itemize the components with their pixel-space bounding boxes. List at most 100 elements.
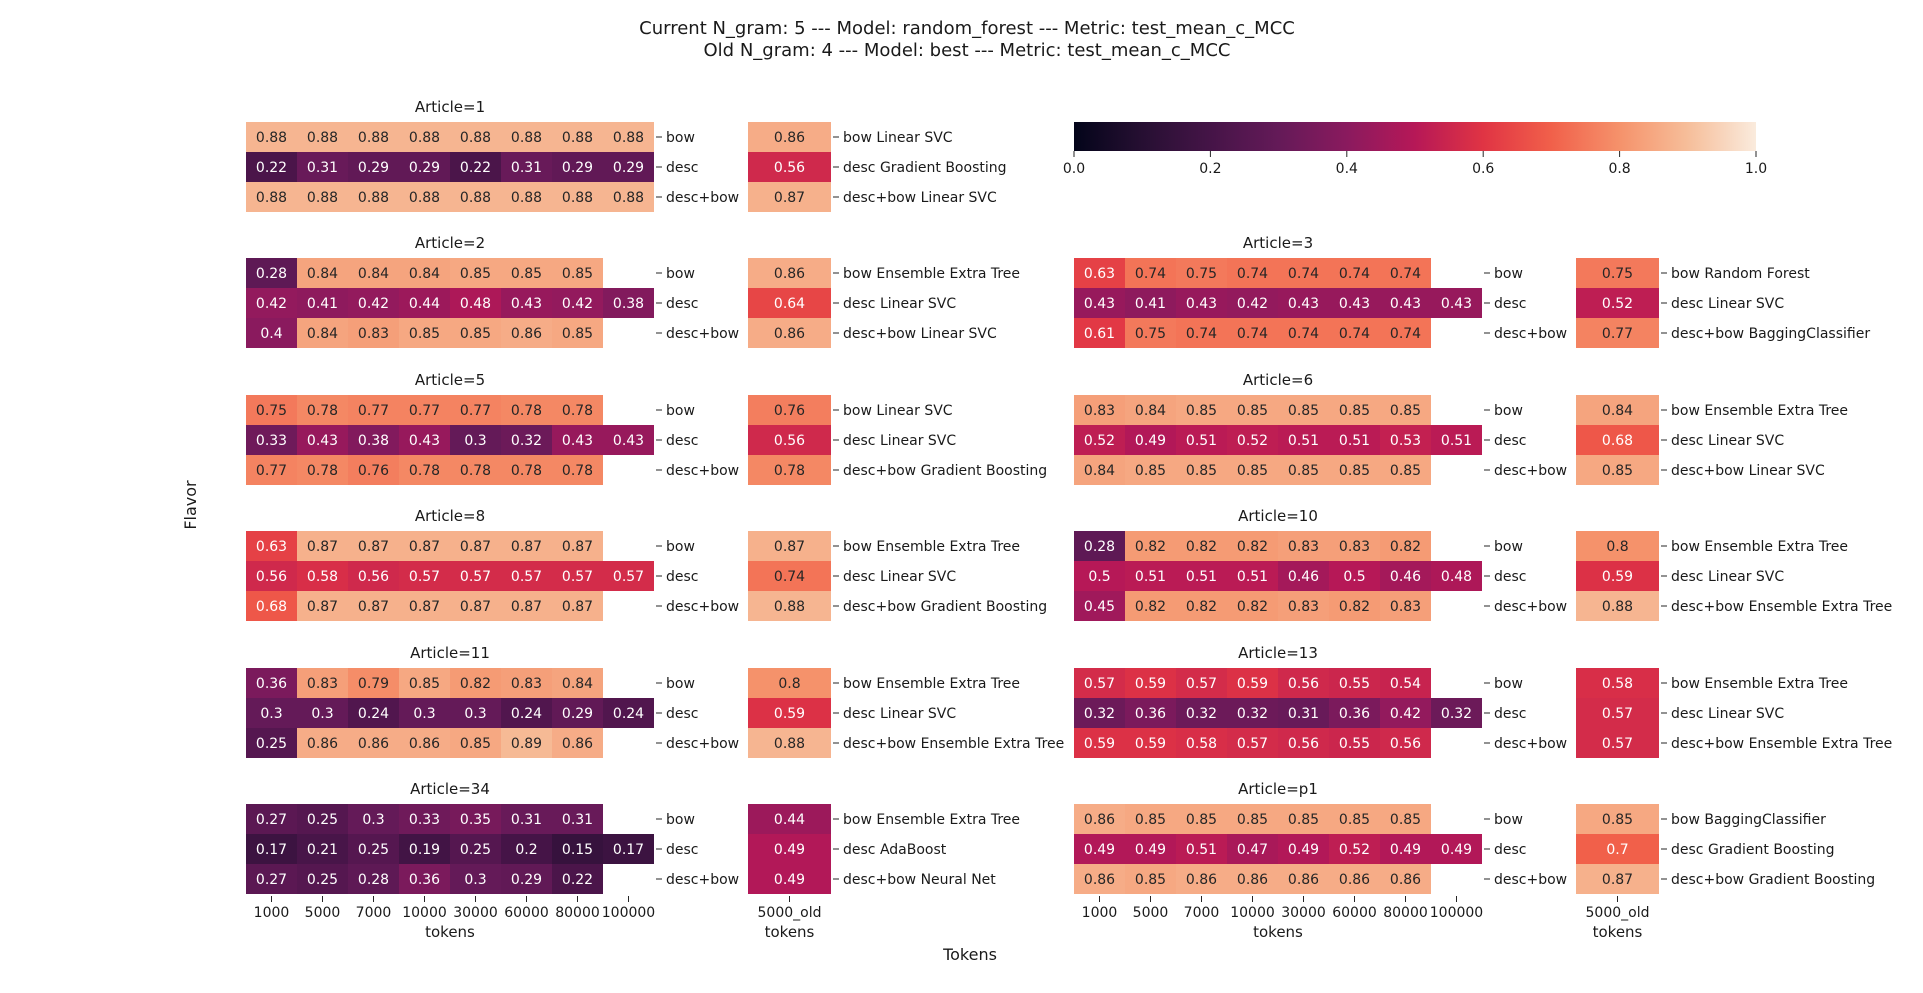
cell-value-label: 0.86 — [1237, 872, 1268, 888]
old-heatmap-cell — [748, 182, 831, 212]
old-row-tick-label: bow Linear SVC — [843, 403, 953, 419]
cell-value-label: 0.87 — [409, 539, 440, 555]
old-row-tick-label: bow BaggingClassifier — [1671, 812, 1826, 828]
heatmap-cell — [399, 864, 450, 894]
row-tick-label: bow — [666, 130, 695, 146]
cell-value-label: 0.55 — [1339, 736, 1370, 752]
heatmap-cell — [501, 698, 552, 728]
old-x-axis-label: tokens — [1593, 923, 1643, 941]
heatmap-cell — [348, 425, 399, 455]
heatmap-cell — [246, 698, 297, 728]
cell-value-label: 0.82 — [1186, 539, 1217, 555]
cell-value-label: 0.53 — [1390, 433, 1421, 449]
heatmap-cell — [246, 804, 297, 834]
cell-value-label: 0.33 — [256, 433, 287, 449]
cell-value-label: 0.51 — [1135, 569, 1166, 585]
cell-value-label: 0.83 — [1084, 403, 1115, 419]
heatmap-cell — [399, 122, 450, 152]
heatmap-cell — [1125, 698, 1176, 728]
heatmap-cell — [552, 804, 603, 834]
heatmap-cell — [1125, 864, 1176, 894]
heatmap-cell — [1227, 864, 1278, 894]
row-tick-label: bow — [666, 676, 695, 692]
heatmap-cell — [348, 318, 399, 348]
old-cell-value-label: 0.49 — [774, 842, 805, 858]
row-tick-label: bow — [1494, 676, 1523, 692]
old-row-tick-label: desc+bow BaggingClassifier — [1671, 326, 1870, 342]
old-cell-value-label: 0.88 — [1602, 599, 1633, 615]
heatmap-cell — [450, 864, 501, 894]
old-cell-value-label: 0.88 — [774, 599, 805, 615]
cell-value-label: 0.83 — [358, 326, 389, 342]
cell-value-label: 0.85 — [409, 676, 440, 692]
cell-value-label: 0.51 — [1288, 433, 1319, 449]
old-cell-value-label: 0.87 — [774, 539, 805, 555]
old-cell-value-label: 0.8 — [778, 676, 800, 692]
cell-value-label: 0.85 — [1390, 463, 1421, 479]
heatmap-cell — [399, 318, 450, 348]
old-heatmap-cell — [748, 122, 831, 152]
heatmap-cell — [1380, 258, 1431, 288]
old-cell-value-label: 0.58 — [1602, 676, 1633, 692]
cell-value-label: 0.78 — [562, 463, 593, 479]
heatmap-cell — [1380, 531, 1431, 561]
cell-value-label: 0.85 — [562, 266, 593, 282]
cell-value-label: 0.89 — [511, 736, 542, 752]
heatmap-cell — [1227, 698, 1278, 728]
cell-value-label: 0.29 — [358, 160, 389, 176]
old-cell-value-label: 0.56 — [774, 433, 805, 449]
heatmap-cell — [552, 455, 603, 485]
cell-value-label: 0.85 — [1237, 403, 1268, 419]
heatmap-cell — [552, 258, 603, 288]
cell-value-label: 0.2 — [515, 842, 537, 858]
cell-value-label: 0.58 — [1186, 736, 1217, 752]
panel-x-axis-label: tokens — [1253, 923, 1303, 941]
cell-value-label: 0.43 — [307, 433, 338, 449]
cell-value-label: 0.82 — [1339, 599, 1370, 615]
cell-value-label: 0.29 — [511, 872, 542, 888]
heatmap-cell — [501, 561, 552, 591]
cell-value-label: 0.78 — [307, 463, 338, 479]
heatmap-cell — [348, 668, 399, 698]
heatmap-cell — [1176, 288, 1227, 318]
cell-value-label: 0.78 — [562, 403, 593, 419]
heatmap-cell — [1125, 804, 1176, 834]
old-heatmap-cell — [748, 561, 831, 591]
heatmap-cell — [1278, 864, 1329, 894]
heatmap-cell — [501, 122, 552, 152]
cell-value-label: 0.86 — [1186, 872, 1217, 888]
cell-value-label: 0.19 — [409, 842, 440, 858]
cell-value-label: 0.38 — [358, 433, 389, 449]
heatmap-cell — [348, 395, 399, 425]
heatmap-cell — [399, 152, 450, 182]
cell-value-label: 0.85 — [1135, 872, 1166, 888]
heatmap-cell — [501, 288, 552, 318]
heatmap-cell — [348, 698, 399, 728]
heatmap-cell — [1227, 591, 1278, 621]
heatmap-cell — [246, 425, 297, 455]
cell-value-label: 0.83 — [1390, 599, 1421, 615]
old-row-tick-label: desc+bow Gradient Boosting — [1671, 872, 1875, 888]
cell-value-label: 0.85 — [460, 736, 491, 752]
heatmap-cell — [1380, 834, 1431, 864]
heatmap-cell — [552, 668, 603, 698]
cell-value-label: 0.87 — [409, 599, 440, 615]
panel-x-axis-label: tokens — [425, 923, 475, 941]
cell-value-label: 0.57 — [613, 569, 644, 585]
heatmap-cell — [1074, 288, 1125, 318]
cell-value-label: 0.36 — [1339, 706, 1370, 722]
cell-value-label: 0.31 — [562, 812, 593, 828]
old-row-tick-label: desc Linear SVC — [843, 706, 956, 722]
heatmap-cell — [1329, 864, 1380, 894]
heatmap-cell — [297, 122, 348, 152]
heatmap-cell — [1176, 425, 1227, 455]
heatmap-cell — [1074, 425, 1125, 455]
colorbar-tick-label: 0.0 — [1063, 161, 1085, 177]
cell-value-label: 0.24 — [511, 706, 542, 722]
heatmap-cell — [450, 728, 501, 758]
old-row-tick-label: desc Linear SVC — [843, 433, 956, 449]
cell-value-label: 0.46 — [1390, 569, 1421, 585]
cell-value-label: 0.83 — [1339, 539, 1370, 555]
cell-value-label: 0.85 — [562, 326, 593, 342]
old-heatmap-cell — [748, 834, 831, 864]
